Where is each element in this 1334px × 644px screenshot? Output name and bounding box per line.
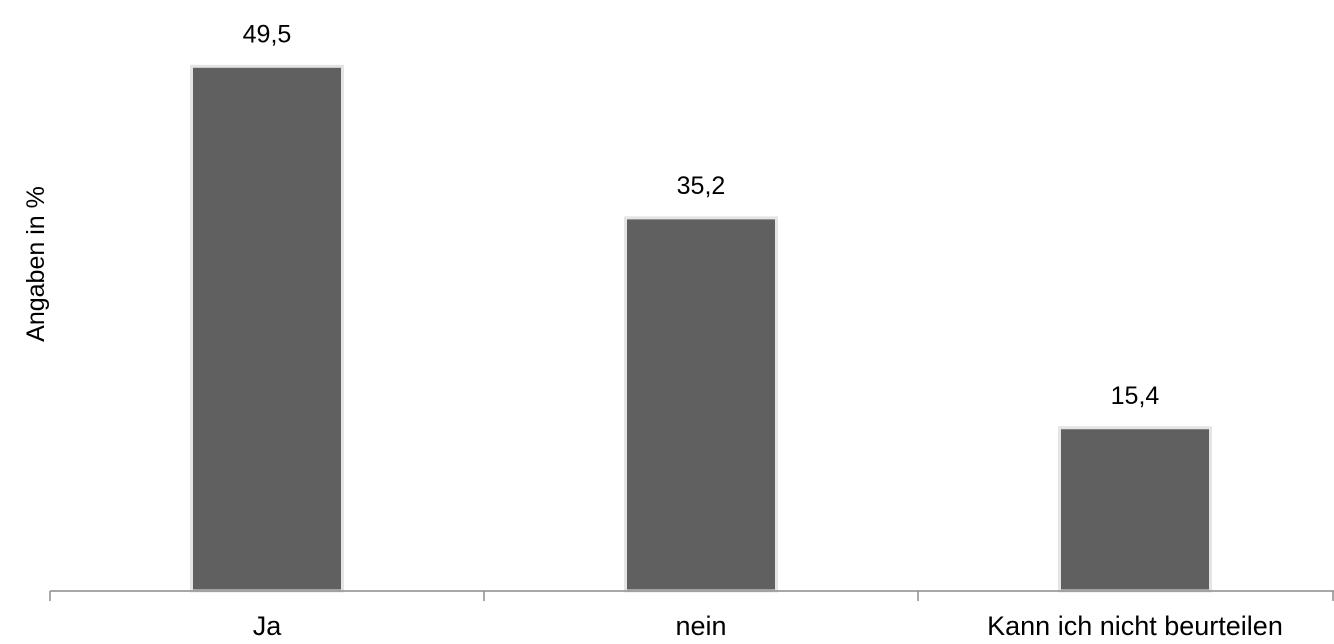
x-axis-ticks xyxy=(49,591,1334,601)
bar-value-label-0: 49,5 xyxy=(243,20,292,48)
value-labels-group: 49,5 35,2 15,4 xyxy=(243,20,1160,409)
bar-1 xyxy=(624,216,778,593)
category-label-0: Ja xyxy=(253,611,283,641)
bar-0 xyxy=(190,64,344,593)
category-labels-group: Ja nein Kann ich nicht beurteilen xyxy=(253,611,1283,641)
y-axis-title: Angaben in % xyxy=(22,186,50,342)
category-label-1: nein xyxy=(675,611,726,641)
category-label-2: Kann ich nicht beurteilen xyxy=(987,611,1283,641)
bar-2 xyxy=(1058,426,1212,593)
bars-group xyxy=(190,64,1212,593)
bar-value-label-2: 15,4 xyxy=(1111,382,1160,410)
bar-value-label-1: 35,2 xyxy=(677,172,726,200)
